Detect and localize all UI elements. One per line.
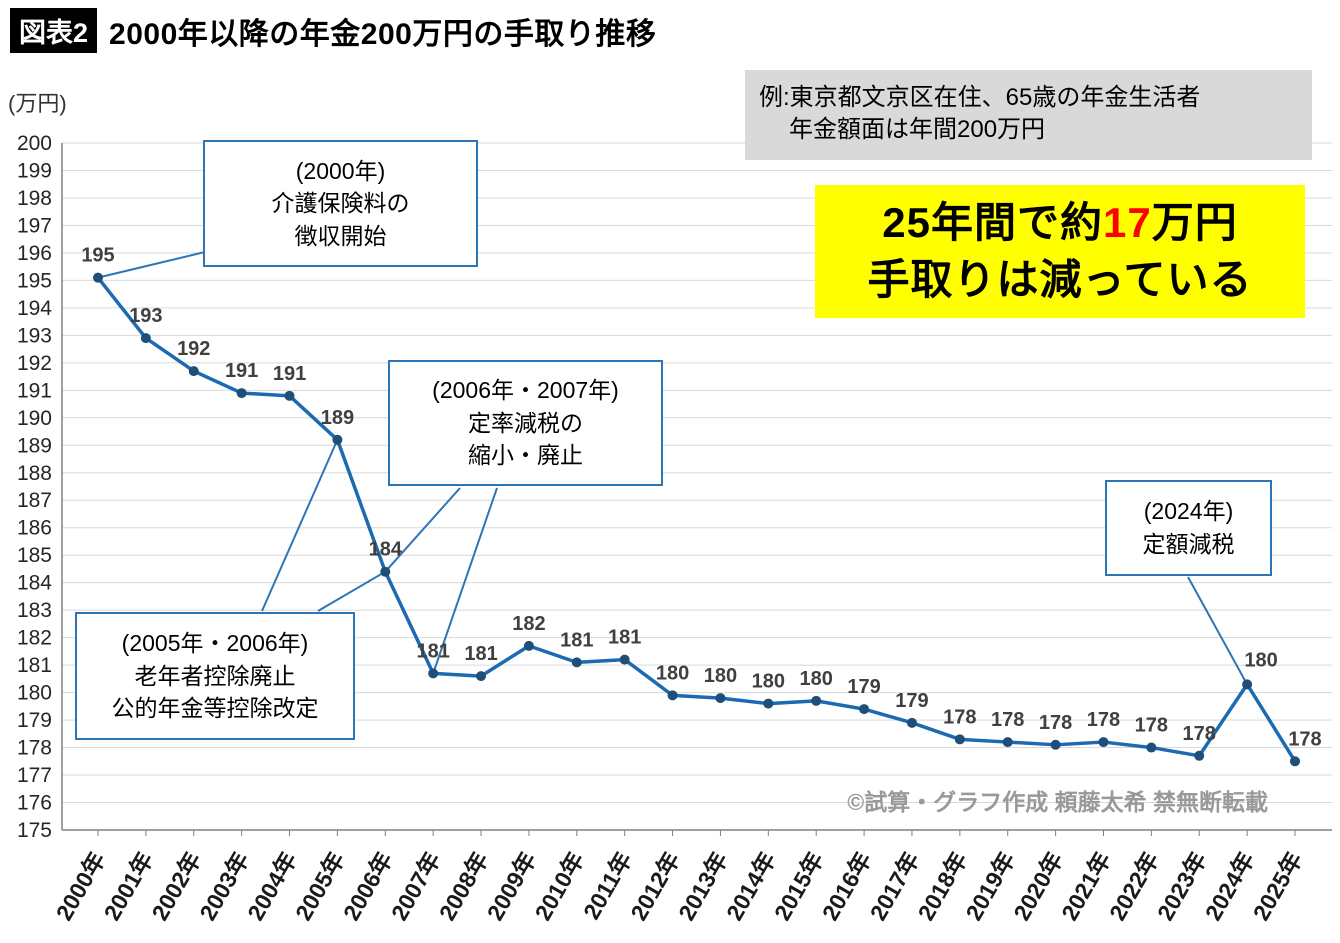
svg-text:195: 195 <box>17 269 52 292</box>
annotation-line: (2005年・2006年) <box>121 630 309 657</box>
svg-text:196: 196 <box>17 242 52 265</box>
annotation-line: (2000年) <box>295 157 386 184</box>
data-labels: 195 193 192 191 191 189 184 181 181 182 181 181 180 1… <box>81 245 1321 751</box>
annotation-line: (2006年・2007年) <box>432 377 619 404</box>
svg-text:175: 175 <box>17 819 52 842</box>
svg-text:179: 179 <box>895 690 928 712</box>
svg-text:190: 190 <box>17 407 52 430</box>
highlight-line-1: 25年間で約17万円 <box>882 195 1237 252</box>
svg-text:189: 189 <box>321 407 354 429</box>
highlight-callout: 25年間で約17万円 手取りは減っている <box>815 185 1305 318</box>
svg-text:176: 176 <box>17 792 52 815</box>
svg-text:181: 181 <box>464 643 497 665</box>
highlight-line-2: 手取りは減っている <box>867 255 1253 303</box>
y-axis-labels: 200 199 198 197 196 195 194 193 192 191 190 189 188 1… <box>17 132 52 842</box>
svg-text:182: 182 <box>512 613 545 635</box>
svg-text:178: 178 <box>943 706 976 728</box>
highlight-text-post: 万円 <box>1151 198 1238 246</box>
svg-text:183: 183 <box>17 599 52 622</box>
annotation-line: 定率減税の <box>468 409 583 436</box>
svg-text:197: 197 <box>17 214 52 237</box>
svg-text:180: 180 <box>656 662 689 684</box>
svg-text:178: 178 <box>1288 728 1321 750</box>
svg-text:178: 178 <box>1087 709 1120 731</box>
series-line <box>96 275 1297 764</box>
svg-text:181: 181 <box>17 654 52 677</box>
svg-text:189: 189 <box>17 434 52 457</box>
svg-text:180: 180 <box>704 665 737 687</box>
annotation-2024-teigaku: (2024年) 定額減税 <box>1105 480 1272 576</box>
svg-text:178: 178 <box>1183 723 1216 745</box>
svg-text:184: 184 <box>369 539 403 561</box>
annotation-2000-kaigo: (2000年) 介護保険料の 徴収開始 <box>203 140 478 267</box>
svg-text:181: 181 <box>608 627 641 649</box>
svg-text:192: 192 <box>177 338 210 360</box>
figure-header: 図表2 2000年以降の年金200万円の手取り推移 <box>10 8 656 53</box>
svg-text:198: 198 <box>17 187 52 210</box>
x-axis-ticks <box>97 830 1296 836</box>
svg-text:178: 178 <box>1135 715 1168 737</box>
svg-text:191: 191 <box>273 363 306 385</box>
highlight-text-pre: 25年間で約 <box>882 198 1103 246</box>
svg-text:191: 191 <box>17 379 52 402</box>
svg-text:178: 178 <box>1039 712 1072 734</box>
note-line-2: 年金額面は年間200万円 <box>789 116 1046 144</box>
svg-text:195: 195 <box>81 245 114 267</box>
example-note-box: 例:東京都文京区在住、65歳の年金生活者 年金額面は年間200万円 <box>745 70 1312 160</box>
annotation-line: (2024年) <box>1143 498 1234 525</box>
credit-watermark: ©試算・グラフ作成 頼藤太希 禁無断転載 <box>847 789 1268 815</box>
highlight-number-red: 17 <box>1102 198 1152 246</box>
page-title: 2000年以降の年金200万円の手取り推移 <box>109 17 657 51</box>
svg-text:182: 182 <box>17 627 52 650</box>
x-axis-labels: 2000年2001年2002年2003年2004年2005年2006年2007年… <box>51 848 1308 925</box>
annotation-line: 定額減税 <box>1142 531 1235 557</box>
annotation-line: 縮小・廃止 <box>468 442 583 469</box>
svg-text:178: 178 <box>991 709 1024 731</box>
svg-text:180: 180 <box>17 682 52 705</box>
svg-text:179: 179 <box>17 709 52 732</box>
svg-text:181: 181 <box>416 640 449 662</box>
figure-number-badge: 図表2 <box>10 8 98 53</box>
annotation-line: 介護保険料の <box>271 190 410 217</box>
svg-text:185: 185 <box>17 544 52 567</box>
svg-text:177: 177 <box>17 764 52 787</box>
annotation-leader-lines <box>97 251 1248 685</box>
svg-text:194: 194 <box>17 297 52 320</box>
annotation-line: 老年者控除廃止 <box>134 662 296 689</box>
annotation-line: 公的年金等控除改定 <box>111 695 319 722</box>
y-axis-unit-label: (万円) <box>8 91 67 116</box>
svg-text:184: 184 <box>17 572 52 595</box>
svg-text:180: 180 <box>800 668 833 690</box>
svg-text:186: 186 <box>17 517 52 540</box>
annotation-2006-2007-teiritsu: (2006年・2007年) 定率減税の 縮小・廃止 <box>388 360 663 486</box>
annotation-line: 徴収開始 <box>294 222 387 249</box>
svg-text:178: 178 <box>17 737 52 760</box>
svg-text:200: 200 <box>17 132 52 155</box>
svg-text:199: 199 <box>17 159 52 182</box>
svg-text:193: 193 <box>17 324 52 347</box>
svg-text:180: 180 <box>752 671 785 693</box>
svg-text:181: 181 <box>560 629 593 651</box>
svg-text:179: 179 <box>847 676 880 698</box>
svg-text:188: 188 <box>17 462 52 485</box>
annotation-2005-2006-kojo: (2005年・2006年) 老年者控除廃止 公的年金等控除改定 <box>75 612 355 740</box>
data-points <box>93 272 1300 767</box>
svg-text:180: 180 <box>1244 649 1277 671</box>
svg-text:193: 193 <box>129 305 162 327</box>
svg-text:191: 191 <box>225 360 258 382</box>
svg-text:187: 187 <box>17 489 52 512</box>
note-line-1: 例:東京都文京区在住、65歳の年金生活者 <box>759 84 1201 111</box>
svg-text:192: 192 <box>17 352 52 375</box>
